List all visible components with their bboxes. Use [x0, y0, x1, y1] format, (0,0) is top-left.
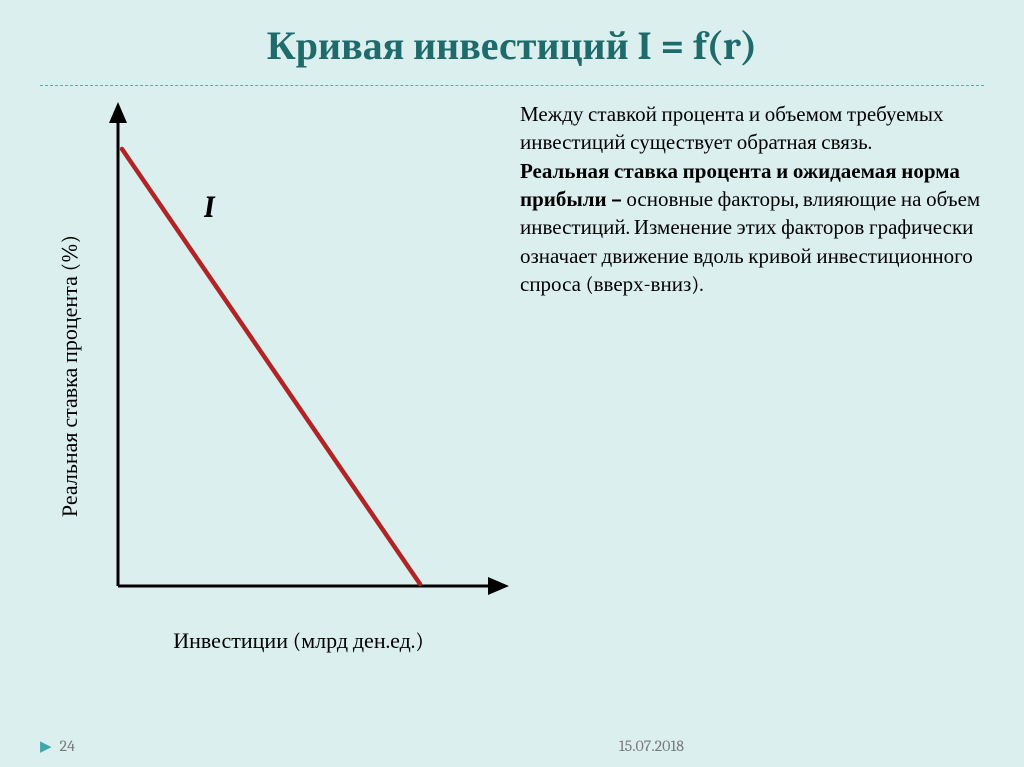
content-row: Реальная ставка процента (%) Инвестиции …	[0, 86, 1024, 656]
curve-label: I	[204, 190, 214, 225]
y-axis-label: Реальная ставка процента (%)	[57, 235, 83, 517]
footer: ▶ 24 15.07.2018	[0, 737, 1024, 755]
x-axis-label: Инвестиции (млрд ден.ед.)	[173, 628, 423, 654]
chart-area: Реальная ставка процента (%) Инвестиции …	[40, 96, 510, 656]
description-text: Между ставкой процента и объемом требуем…	[510, 96, 984, 656]
investment-curve-chart	[40, 96, 510, 656]
investment-curve	[122, 149, 420, 584]
page-number: 24	[60, 737, 75, 755]
footer-date: 15.07.2018	[619, 737, 684, 755]
footer-marker-icon: ▶	[40, 737, 52, 755]
page-title: Кривая инвестиций I = f(r)	[0, 0, 1024, 85]
desc-paragraph-1: Между ставкой процента и объемом требуем…	[520, 103, 944, 155]
